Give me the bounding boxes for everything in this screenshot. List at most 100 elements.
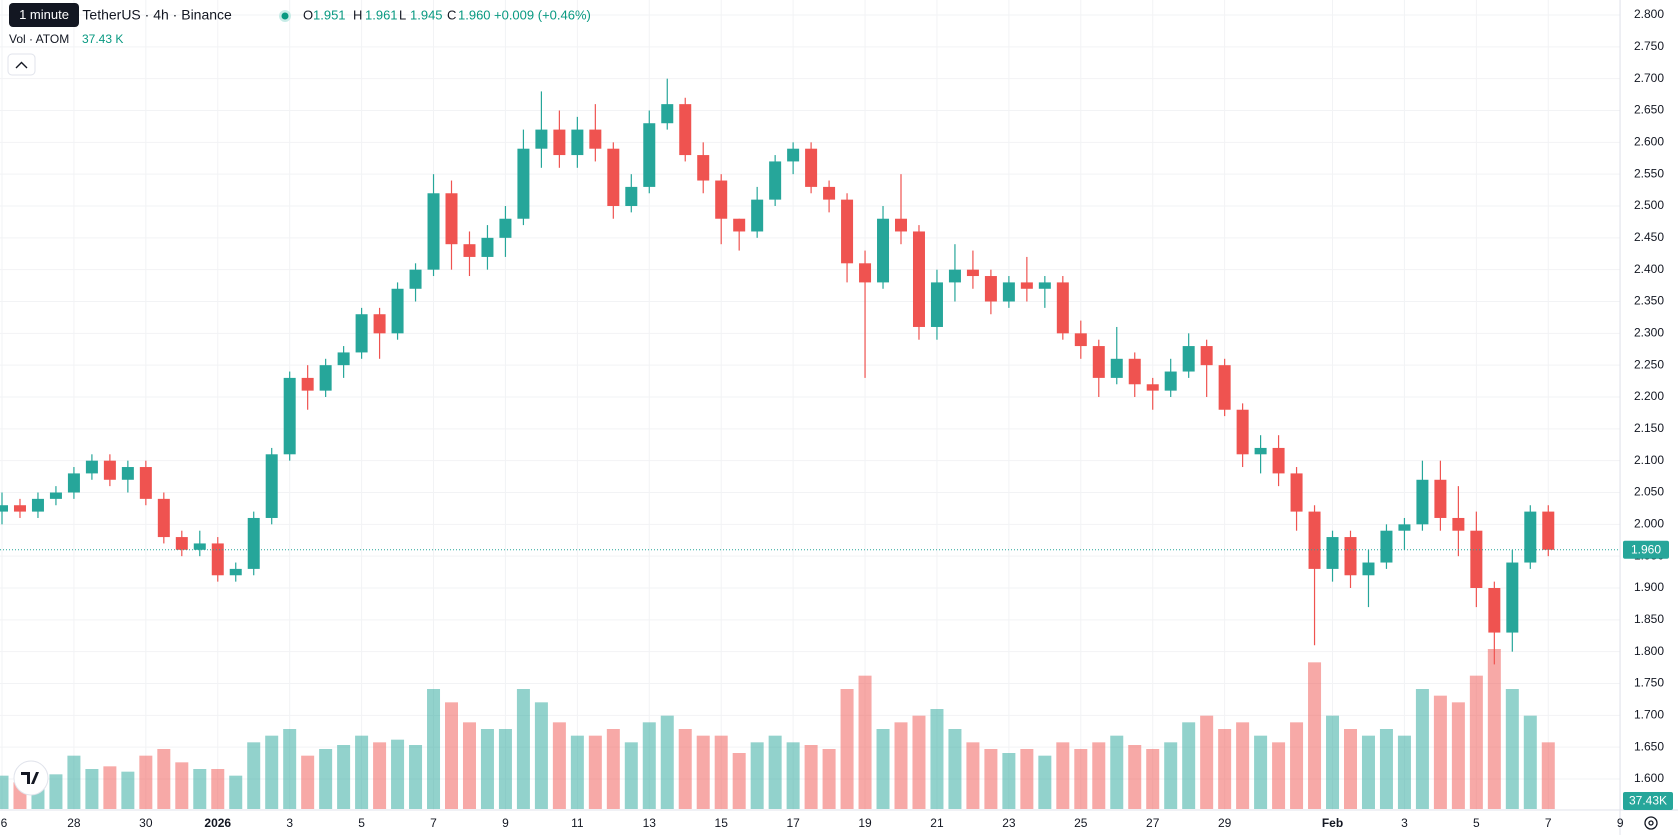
- volume-bar: [498, 729, 512, 809]
- candle-body: [355, 314, 368, 353]
- volume-title: Vol · ATOM: [9, 32, 69, 46]
- volume-bar: [121, 771, 135, 809]
- candle-body: [1488, 588, 1501, 633]
- candle-body: [1290, 473, 1303, 512]
- volume-bar: [480, 729, 494, 809]
- volume-bar: [732, 753, 746, 809]
- volume-bar: [67, 755, 81, 809]
- candle-body: [912, 231, 925, 327]
- legend: s / TetherUS · 4h · Binance Vol · ATOM 3…: [7, 3, 591, 76]
- volume-bar: [1038, 755, 1052, 809]
- x-tick-label: 15: [715, 816, 729, 830]
- volume-bar: [229, 775, 243, 809]
- collapse-icon: [15, 61, 28, 69]
- candle-body: [841, 199, 854, 264]
- logo-mark: [21, 772, 39, 784]
- volume-bar: [85, 769, 99, 809]
- x-tick-label: 3: [286, 816, 293, 830]
- y-tick-label: 2.350: [1634, 294, 1664, 308]
- candle-body: [1182, 346, 1195, 372]
- candle-body: [1074, 333, 1087, 347]
- volume-bar: [858, 675, 872, 809]
- candle-body: [1038, 282, 1051, 289]
- volume-value: 37.43 K: [82, 32, 123, 46]
- candle-body: [463, 244, 476, 257]
- volume-bar: [283, 729, 297, 809]
- volume-bar: [1308, 662, 1322, 809]
- volume-bar: [175, 762, 189, 809]
- x-tick-label: 2026: [204, 816, 231, 830]
- y-tick-label: 2.650: [1634, 103, 1664, 117]
- candle-body: [517, 148, 530, 219]
- volume-bar: [930, 709, 944, 809]
- x-tick-label: 7: [1545, 816, 1552, 830]
- candle-body: [265, 454, 278, 518]
- candle-body: [948, 269, 961, 283]
- volume-bar: [1523, 715, 1537, 809]
- x-tick-label: 28: [67, 816, 81, 830]
- candle-body: [175, 537, 188, 550]
- candle-body: [751, 199, 764, 232]
- y-tick-label: 2.500: [1634, 198, 1664, 212]
- candle-body: [31, 498, 44, 512]
- y-tick-label: 1.750: [1634, 676, 1664, 690]
- x-tick-label: 7: [430, 816, 437, 830]
- candle-layer: [0, 78, 1555, 665]
- volume-bar: [1344, 729, 1357, 809]
- y-tick-label: 1.650: [1634, 739, 1664, 753]
- volume-bar: [1200, 715, 1214, 809]
- x-tick-label: 19: [858, 816, 872, 830]
- volume-bar: [1182, 722, 1196, 809]
- volume-bar: [948, 729, 962, 809]
- volume-bar: [588, 735, 602, 809]
- volume-bar: [409, 745, 423, 809]
- candle-body: [930, 282, 943, 327]
- volume-bar: [534, 702, 548, 809]
- volume-bar: [1541, 742, 1555, 809]
- volume-bar: [1451, 702, 1465, 809]
- candle-body: [1506, 562, 1519, 633]
- candle-body: [1218, 365, 1231, 410]
- volume-bar: [840, 689, 854, 809]
- candle-body: [1254, 447, 1267, 455]
- y-tick-label: 2.100: [1634, 453, 1664, 467]
- volume-bar: [786, 742, 800, 809]
- volume-bar: [462, 722, 476, 809]
- x-tick-label: 5: [1473, 816, 1480, 830]
- volume-bar: [193, 769, 207, 809]
- candle-body: [1524, 511, 1537, 563]
- volume-bar: [606, 729, 620, 809]
- candle-body: [607, 148, 620, 206]
- volume-bar: [157, 749, 171, 809]
- x-tick-label: 5: [358, 816, 365, 830]
- x-tick-label: 9: [502, 816, 509, 830]
- candle-body: [1056, 282, 1069, 334]
- candle-body: [715, 180, 728, 219]
- volume-bar: [1290, 722, 1304, 809]
- candle-body: [1128, 358, 1141, 385]
- candle-body: [571, 129, 584, 156]
- candle-body: [1020, 282, 1033, 289]
- x-tick-label: 23: [1002, 816, 1016, 830]
- volume-bar: [696, 735, 710, 809]
- candle-body: [553, 129, 566, 156]
- volume-bar: [1056, 742, 1070, 809]
- collapse-button[interactable]: [7, 53, 36, 76]
- volume-bar: [1469, 675, 1483, 809]
- volume-bar: [1110, 735, 1124, 809]
- x-tick-label: Feb: [1322, 816, 1343, 830]
- candle-body: [733, 218, 746, 232]
- volume-bar: [714, 735, 728, 809]
- y-tick-label: 2.050: [1634, 485, 1664, 499]
- candle-body: [787, 148, 800, 162]
- volume-bar: [1487, 649, 1501, 809]
- volume-bar: [1002, 753, 1016, 809]
- volume-bar: [912, 715, 926, 809]
- candle-body: [1344, 537, 1357, 576]
- tv-logo[interactable]: [13, 760, 49, 796]
- volume-bar: [1254, 735, 1268, 809]
- settings-button[interactable]: [1644, 816, 1658, 830]
- y-tick-label: 2.600: [1634, 135, 1664, 149]
- y-tick-label: 2.300: [1634, 326, 1664, 340]
